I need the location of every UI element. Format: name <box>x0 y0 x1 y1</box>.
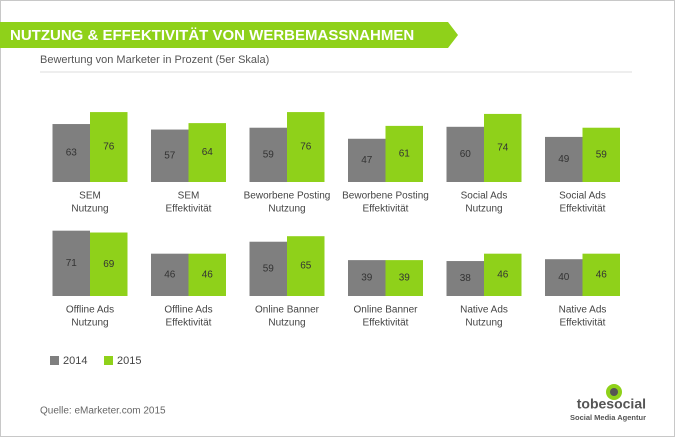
x-tick-label: Native Ads <box>559 305 607 316</box>
x-tick-label: Effektivität <box>363 204 409 215</box>
x-tick-label: Nutzung <box>268 318 305 329</box>
bar <box>582 127 620 182</box>
data-label: 69 <box>103 259 115 270</box>
x-tick-label: Social Ads <box>559 191 606 202</box>
data-label: 38 <box>460 273 472 284</box>
x-tick-label: Effektivität <box>166 318 212 329</box>
data-label: 47 <box>361 155 373 166</box>
source: Quelle: eMarketer.com 2015 <box>40 406 166 417</box>
x-tick-label: Online Banner <box>354 305 419 316</box>
data-label: 46 <box>202 269 214 280</box>
data-label: 46 <box>164 269 176 280</box>
x-tick-label: Offline Ads <box>66 305 114 316</box>
bar <box>484 253 522 296</box>
bar <box>151 253 189 296</box>
data-label: 63 <box>66 148 78 159</box>
bar <box>52 230 90 296</box>
bar <box>385 260 423 296</box>
logo-tagline: Social Media Agentur <box>570 413 646 422</box>
data-label: 60 <box>460 149 472 160</box>
bar <box>545 136 583 182</box>
x-tick-label: Online Banner <box>255 305 320 316</box>
data-label: 39 <box>399 273 411 284</box>
x-tick-label: Offline Ads <box>164 305 212 316</box>
bar <box>188 123 226 182</box>
data-label: 59 <box>263 264 275 275</box>
data-label: 74 <box>497 143 509 154</box>
data-label: 39 <box>361 273 373 284</box>
bar <box>582 253 620 296</box>
bar <box>446 126 484 182</box>
bar <box>348 260 386 296</box>
chart-subtitle: Bewertung von Marketer in Prozent (5er S… <box>40 54 269 66</box>
legend-swatch <box>104 356 113 365</box>
x-tick-label: Nutzung <box>268 204 305 215</box>
data-label: 59 <box>596 150 608 161</box>
logo-icon-inner <box>610 388 618 396</box>
legend-swatch <box>50 356 59 365</box>
legend-label: 2015 <box>117 355 141 367</box>
x-tick-label: Effektivität <box>560 204 606 215</box>
bar <box>545 259 583 296</box>
data-label: 40 <box>558 272 570 283</box>
bar <box>52 124 90 182</box>
bar <box>90 112 128 182</box>
x-tick-label: Nutzung <box>465 318 502 329</box>
x-tick-label: Social Ads <box>461 191 508 202</box>
data-label: 76 <box>300 142 312 153</box>
bar <box>385 125 423 182</box>
x-tick-label: Effektivität <box>166 204 212 215</box>
chart-title: NUTZUNG & EFFEKTIVITÄT VON WERBEMASSNAHM… <box>10 27 414 44</box>
data-label: 61 <box>399 149 411 160</box>
x-tick-label: SEM <box>79 191 101 202</box>
bar <box>287 112 325 182</box>
legend-label: 2014 <box>63 355 87 367</box>
x-tick-label: Effektivität <box>363 318 409 329</box>
x-tick-label: Effektivität <box>560 318 606 329</box>
bar <box>188 253 226 296</box>
data-label: 49 <box>558 154 570 165</box>
bar <box>348 138 386 182</box>
data-label: 65 <box>300 261 312 272</box>
bar <box>484 113 522 182</box>
data-label: 57 <box>164 150 176 161</box>
x-tick-label: Beworbene Posting <box>342 191 429 202</box>
bar <box>287 236 325 296</box>
x-tick-label: Beworbene Posting <box>244 191 331 202</box>
x-tick-label: SEM <box>178 191 200 202</box>
bar <box>446 261 484 296</box>
data-label: 76 <box>103 142 115 153</box>
data-label: 64 <box>202 147 214 158</box>
logo-name: tobesocial <box>577 396 646 412</box>
bar <box>249 241 287 296</box>
bar <box>249 127 287 182</box>
bar <box>151 129 189 182</box>
data-label: 46 <box>497 269 509 280</box>
data-label: 46 <box>596 269 608 280</box>
title-banner <box>0 22 458 48</box>
bar <box>90 232 128 296</box>
data-label: 59 <box>263 150 275 161</box>
x-tick-label: Native Ads <box>460 305 508 316</box>
x-tick-label: Nutzung <box>71 204 108 215</box>
data-label: 71 <box>66 258 78 269</box>
x-tick-label: Nutzung <box>465 204 502 215</box>
x-tick-label: Nutzung <box>71 318 108 329</box>
